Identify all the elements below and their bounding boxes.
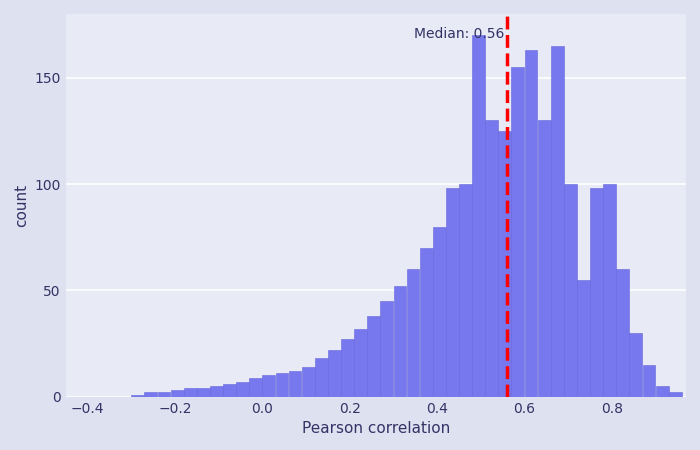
Bar — [512, 67, 524, 397]
Bar — [564, 184, 577, 397]
Bar — [288, 371, 302, 397]
Bar — [590, 188, 603, 397]
Bar — [197, 388, 210, 397]
Bar — [262, 375, 275, 397]
Bar — [485, 120, 498, 397]
Bar — [315, 358, 328, 397]
Bar — [158, 392, 170, 397]
Bar — [420, 248, 433, 397]
Bar — [433, 226, 446, 397]
Bar — [551, 46, 564, 397]
Bar — [354, 328, 367, 397]
Bar — [446, 188, 459, 397]
Bar — [577, 280, 590, 397]
Bar — [223, 384, 236, 397]
Bar — [302, 367, 314, 397]
Bar — [459, 184, 472, 397]
Text: Median: 0.56: Median: 0.56 — [414, 27, 505, 40]
Bar — [656, 386, 668, 397]
Bar — [498, 131, 511, 397]
X-axis label: Pearson correlation: Pearson correlation — [302, 421, 450, 436]
Bar — [380, 301, 393, 397]
Bar — [629, 333, 643, 397]
Bar — [643, 365, 655, 397]
Bar — [171, 390, 183, 397]
Bar — [132, 395, 144, 397]
Bar — [210, 386, 223, 397]
Bar — [616, 269, 629, 397]
Bar — [393, 286, 406, 397]
Bar — [472, 35, 485, 397]
Bar — [184, 388, 197, 397]
Y-axis label: count: count — [14, 184, 29, 227]
Bar — [249, 378, 262, 397]
Bar — [524, 50, 538, 397]
Bar — [236, 382, 249, 397]
Bar — [668, 392, 682, 397]
Bar — [276, 374, 288, 397]
Bar — [368, 316, 380, 397]
Bar — [538, 120, 550, 397]
Bar — [407, 269, 419, 397]
Bar — [341, 339, 354, 397]
Bar — [603, 184, 616, 397]
Bar — [328, 350, 341, 397]
Bar — [144, 392, 158, 397]
